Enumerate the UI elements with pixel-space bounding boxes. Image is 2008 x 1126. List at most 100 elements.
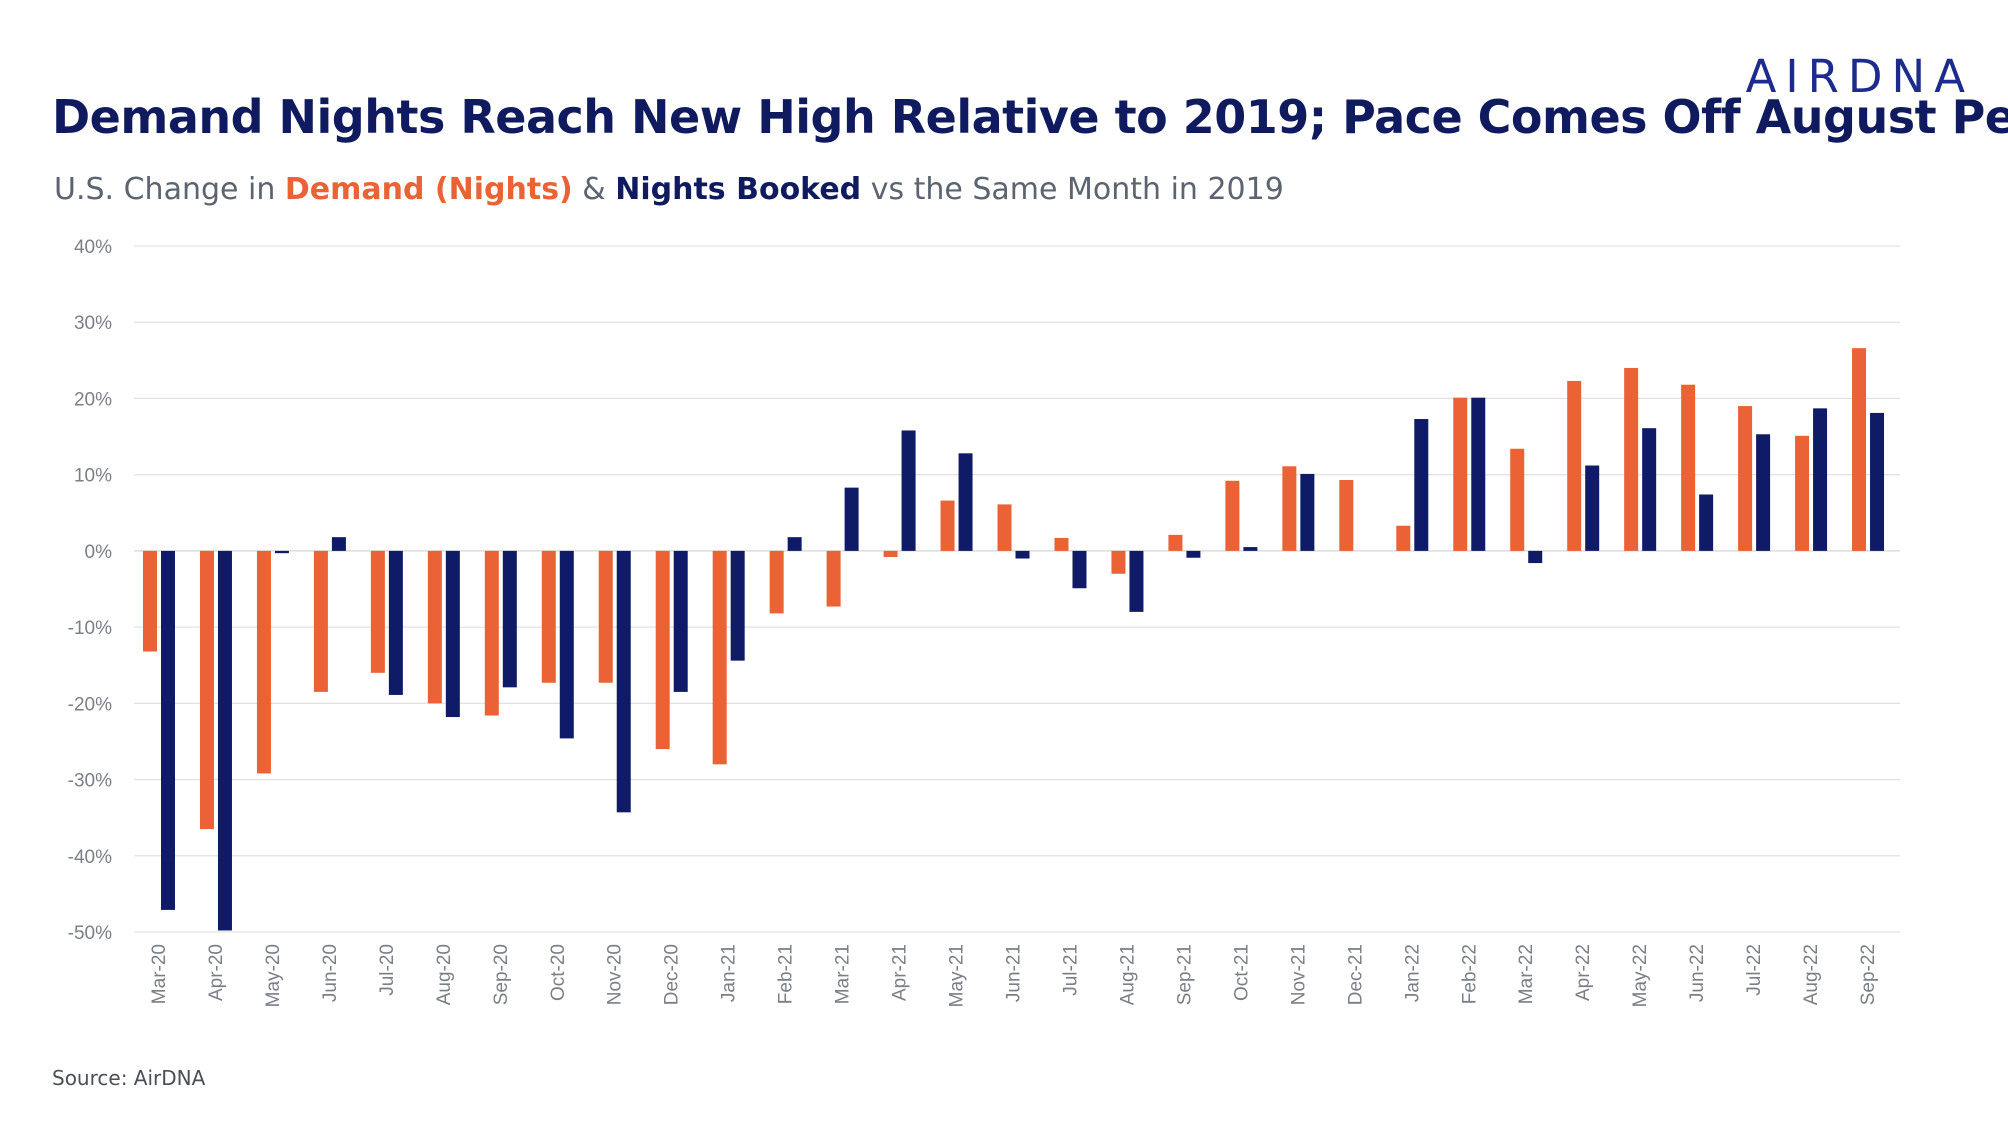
booked-bar-mar-21 (844, 487, 859, 551)
subtitle-prefix: U.S. Change in (54, 172, 285, 207)
demand-bar-feb-22 (1453, 397, 1468, 551)
booked-bar-may-21 (958, 453, 973, 551)
y-tick-label: 20% (74, 389, 112, 410)
x-tick-label: Apr-20 (206, 944, 227, 1001)
x-tick-label: Sep-22 (1858, 944, 1879, 1005)
demand-bar-aug-21 (1111, 550, 1126, 574)
demand-bar-jul-20 (370, 550, 385, 673)
chart-subtitle: U.S. Change in Demand (Nights) & Nights … (54, 172, 1284, 207)
x-tick-label: Aug-22 (1801, 944, 1822, 1005)
demand-bar-nov-21 (1282, 466, 1297, 551)
booked-bar-sep-21 (1186, 550, 1201, 558)
booked-bar-feb-21 (787, 537, 802, 551)
x-tick-label: Aug-20 (434, 944, 455, 1005)
gridlines (134, 245, 1900, 933)
booked-bar-aug-20 (445, 550, 460, 718)
booked-bar-aug-21 (1129, 550, 1144, 612)
x-tick-label: Jul-22 (1744, 944, 1765, 996)
booked-bar-jun-22 (1699, 494, 1714, 551)
y-tick-label: -10% (68, 618, 112, 639)
demand-bar-nov-20 (598, 550, 613, 683)
demand-bar-mar-21 (826, 550, 841, 607)
demand-bar-sep-21 (1168, 534, 1183, 551)
x-tick-label: Mar-22 (1516, 944, 1537, 1004)
booked-bar-nov-20 (616, 550, 631, 813)
demand-bar-may-20 (256, 550, 271, 774)
x-tick-label: Nov-20 (605, 944, 626, 1005)
demand-bar-dec-20 (655, 550, 670, 750)
y-axis-ticks: 40% 30% 20% 10% 0% -10% -20% -30% -40% -50% (68, 237, 112, 944)
booked-bar-jan-21 (730, 550, 745, 661)
demand-bar-oct-21 (1225, 480, 1240, 551)
booked-bar-feb-22 (1471, 397, 1486, 551)
bar-chart: 40% 30% 20% 10% 0% -10% -20% -30% -40% -50% Mar-2… (68, 237, 1900, 1007)
booked-bar-mar-22 (1528, 550, 1543, 564)
y-tick-label: -40% (68, 847, 112, 868)
x-tick-label: Oct-21 (1231, 944, 1252, 1001)
demand-bar-jul-22 (1738, 406, 1753, 551)
x-tick-label: Feb-22 (1459, 944, 1480, 1004)
x-tick-label: Apr-21 (890, 944, 911, 1001)
demand-bar-jul-21 (1054, 537, 1069, 551)
booked-bar-jun-20 (331, 537, 346, 551)
y-tick-label: 10% (74, 466, 112, 487)
demand-bar-jan-22 (1396, 525, 1411, 551)
x-tick-label: Jul-20 (377, 944, 398, 996)
demand-bar-mar-20 (143, 550, 157, 652)
demand-bar-sep-22 (1852, 348, 1867, 551)
x-tick-label: Mar-21 (833, 944, 854, 1004)
source-note: Source: AirDNA (52, 1066, 206, 1090)
airdna-logo: AIRDNA (1745, 50, 1974, 103)
x-tick-label: Jun-22 (1687, 944, 1708, 1002)
y-tick-label: 40% (74, 237, 112, 258)
x-tick-label: May-20 (263, 944, 284, 1007)
booked-bar-jul-22 (1756, 434, 1771, 551)
booked-bar-nov-21 (1300, 473, 1315, 551)
x-tick-label: Aug-21 (1117, 944, 1138, 1005)
booked-bar-jan-22 (1414, 419, 1429, 551)
x-tick-label: Jun-20 (320, 944, 341, 1002)
demand-bar-dec-21 (1339, 480, 1354, 551)
booked-bar-mar-20 (161, 550, 175, 910)
legend-nights-booked: Nights Booked (615, 172, 862, 207)
booked-bar-oct-20 (559, 550, 574, 739)
booked-bar-aug-22 (1813, 408, 1828, 551)
legend-demand-nights: Demand (Nights) (284, 172, 573, 207)
demand-bar-oct-20 (541, 550, 556, 683)
demand-bar-aug-22 (1795, 435, 1810, 551)
demand-bar-may-22 (1624, 367, 1639, 551)
x-tick-label: Nov-21 (1288, 944, 1309, 1005)
x-tick-label: Sep-21 (1174, 944, 1195, 1005)
x-tick-label: Sep-20 (491, 944, 512, 1005)
booked-bar-apr-22 (1585, 465, 1600, 551)
x-tick-label: Jan-22 (1402, 944, 1423, 1002)
demand-bar-aug-20 (427, 550, 442, 704)
demand-bar-jun-20 (313, 550, 328, 692)
x-axis-ticks: Mar-20 Apr-20 May-20 Jun-20 Jul-20 Aug-20 Sep-… (149, 944, 1879, 1007)
demand-bar-sep-20 (484, 550, 499, 716)
x-tick-label: Jan-21 (719, 944, 740, 1002)
demand-bar-jun-21 (997, 504, 1012, 551)
x-tick-label: Oct-20 (548, 944, 569, 1001)
booked-bar-apr-21 (901, 430, 916, 551)
y-tick-label: 0% (85, 542, 113, 563)
chart-title: Demand Nights Reach New High Relative to… (52, 90, 2008, 144)
demand-bar-apr-21 (883, 550, 898, 557)
x-tick-label: Dec-21 (1345, 944, 1366, 1005)
booked-bar-apr-20 (217, 550, 232, 931)
subtitle-ampersand: & (572, 172, 616, 207)
x-tick-label: Dec-20 (662, 944, 683, 1005)
demand-bar-feb-21 (769, 550, 784, 614)
x-tick-label: May-22 (1630, 944, 1651, 1007)
demand-bar-mar-22 (1510, 448, 1525, 551)
y-tick-label: 30% (74, 313, 112, 334)
demand-bar-apr-22 (1567, 380, 1582, 551)
x-tick-label: Apr-22 (1573, 944, 1594, 1001)
demand-bar-may-21 (940, 500, 955, 551)
booked-bar-jun-21 (1015, 550, 1030, 559)
booked-bar-may-20 (274, 550, 289, 554)
booked-bar-jul-20 (388, 550, 403, 695)
y-tick-label: -30% (68, 771, 112, 792)
booked-bar-dec-20 (673, 550, 688, 692)
booked-bar-may-22 (1642, 428, 1657, 551)
